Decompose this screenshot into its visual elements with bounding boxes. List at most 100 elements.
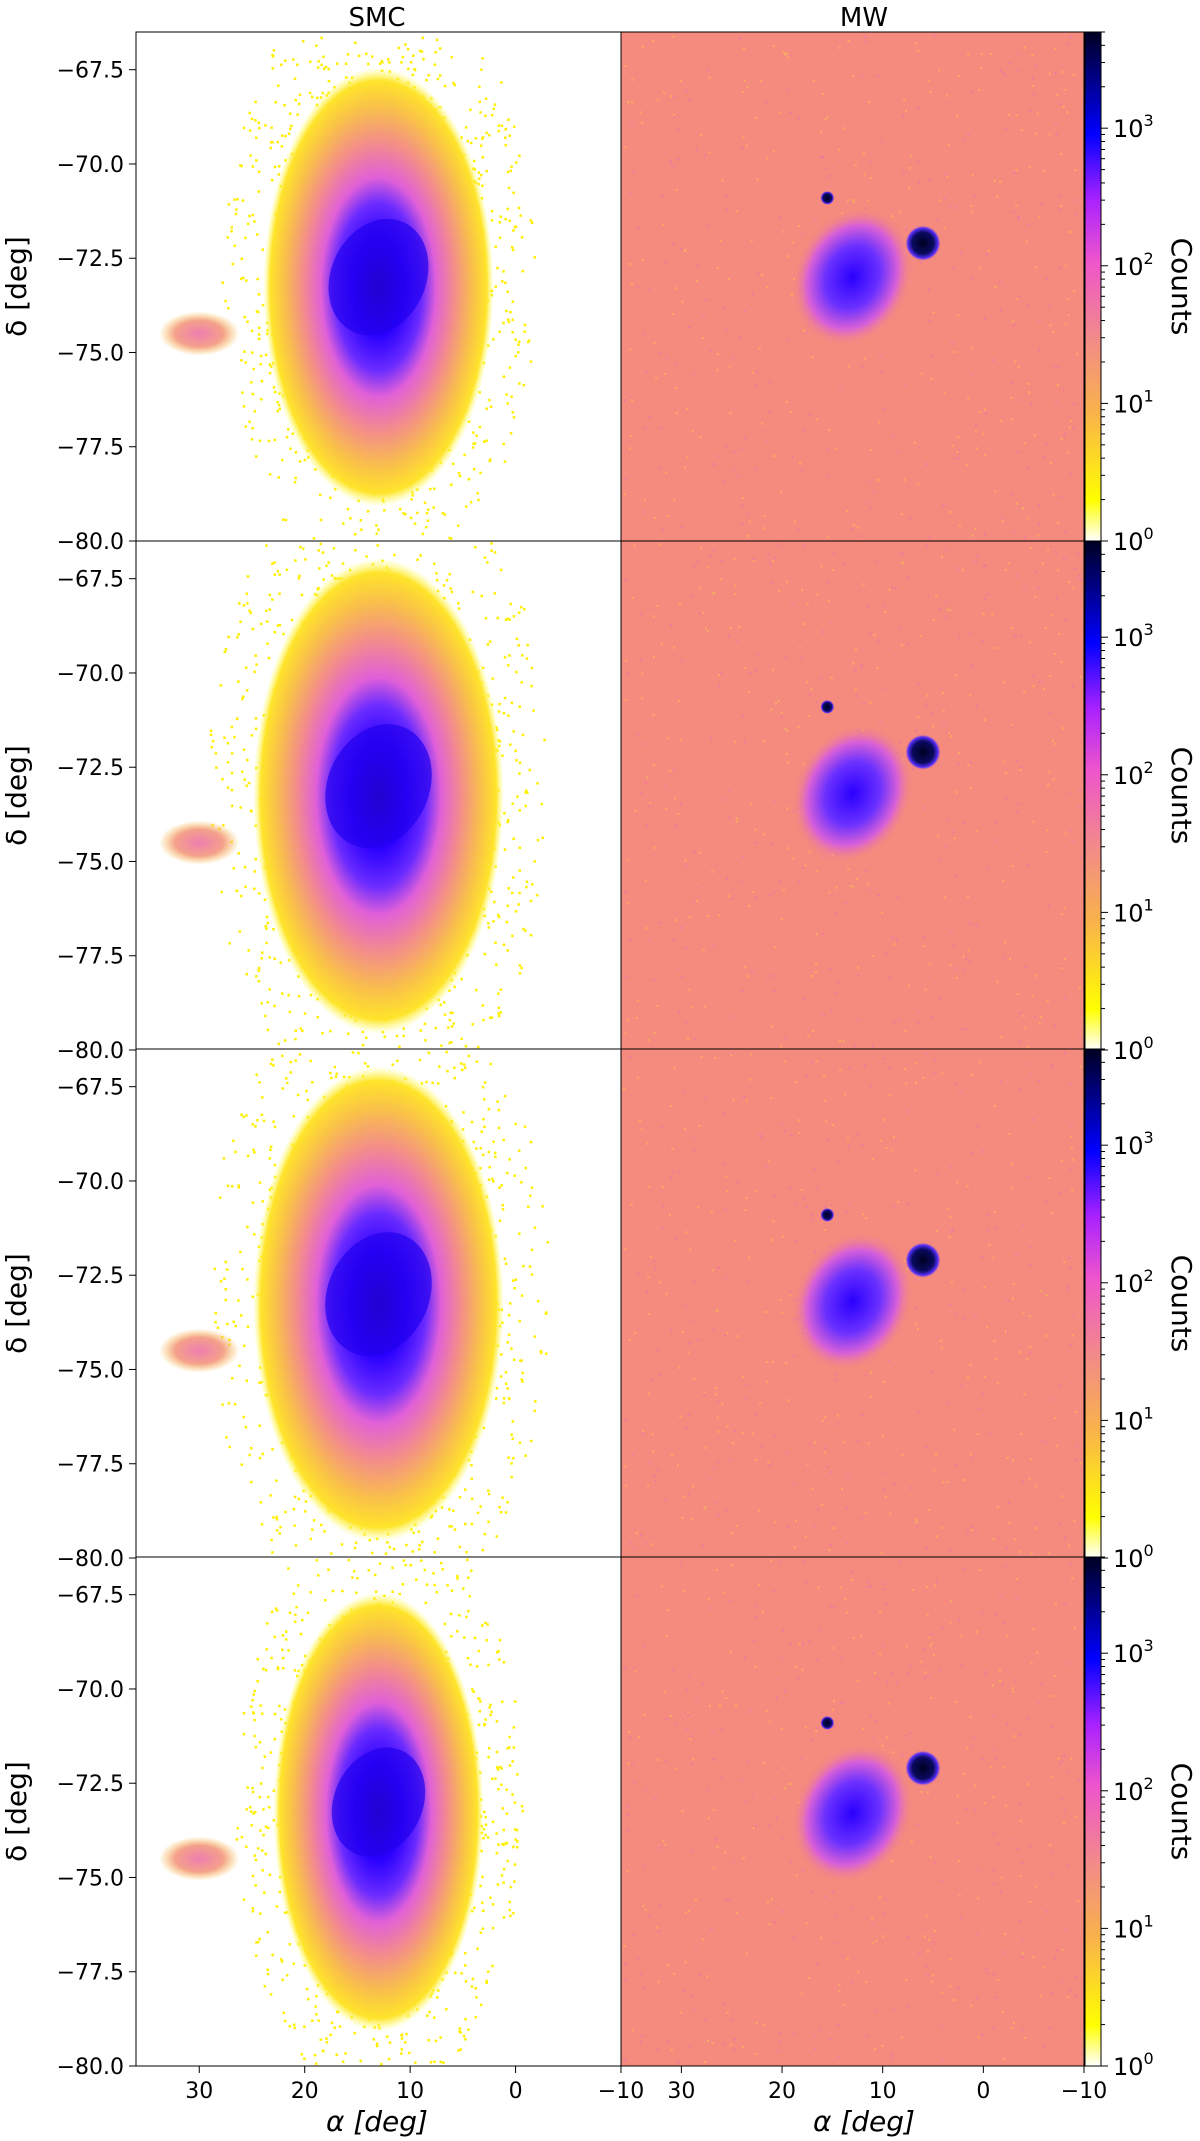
smc-sparse-point: [483, 1125, 486, 1129]
smc-sparse-point: [486, 1970, 490, 1973]
mw-speckle: [932, 311, 935, 314]
mw-speckle: [1073, 290, 1076, 293]
mw-speckle: [780, 1123, 783, 1126]
smc-sparse-point: [278, 1890, 282, 1894]
smc-sparse-point: [257, 969, 260, 973]
smc-sparse-point: [459, 1062, 463, 1065]
smc-sparse-point: [530, 221, 534, 224]
mw-speckle: [1020, 1820, 1023, 1823]
mw-speckle: [716, 369, 719, 372]
smc-sparse-point: [281, 458, 284, 462]
mw-speckle: [992, 1256, 995, 1259]
smc-sparse-point: [428, 2010, 431, 2014]
smc-sparse-point: [458, 1614, 461, 1617]
mw-speckle: [711, 1269, 714, 1272]
mw-speckle: [977, 555, 980, 558]
mw-speckle: [836, 1422, 839, 1426]
smc-sparse-point: [265, 609, 268, 613]
mw-speckle: [673, 95, 676, 98]
mw-speckle: [958, 524, 961, 527]
smc-sparse-point: [273, 1738, 276, 1741]
mw-speckle: [928, 319, 931, 322]
mw-speckle: [970, 205, 973, 208]
mw-speckle: [971, 534, 974, 537]
smc-sparse-point: [244, 361, 247, 364]
smc-sparse-point: [489, 1062, 492, 1066]
mw-speckle: [950, 735, 953, 738]
mw-speckle: [791, 1937, 794, 1940]
mw-speckle: [627, 101, 630, 104]
mw-speckle: [785, 1452, 788, 1455]
smc-sparse-point: [230, 804, 234, 808]
mw-speckle: [1069, 1344, 1072, 1347]
mw-speckle: [950, 931, 953, 934]
smc-sparse-point: [391, 1566, 394, 1570]
mw-speckle: [780, 715, 783, 718]
mw-speckle: [645, 927, 648, 930]
smc-sparse-point: [511, 1456, 515, 1460]
smc-sparse-point: [293, 1620, 297, 1623]
mw-speckle: [1021, 2028, 1024, 2031]
mw-speckle: [1065, 1662, 1068, 1665]
smc-sparse-point: [256, 277, 259, 281]
mw-speckle: [652, 1474, 656, 1477]
smc-sparse-point: [271, 1551, 274, 1554]
mw-speckle: [863, 357, 866, 360]
mw-speckle: [1076, 553, 1079, 556]
mw-speckle: [765, 157, 769, 160]
smc-sparse-point: [436, 77, 440, 81]
mw-speckle: [942, 1481, 945, 1484]
smc-sparse-point: [251, 627, 254, 631]
smc-sparse-point: [263, 898, 267, 901]
mw-speckle: [698, 851, 701, 854]
smc-sparse-point: [497, 1012, 500, 1015]
y-tick-label: −70.0: [57, 1170, 124, 1195]
mw-speckle: [919, 261, 923, 264]
mw-speckle: [624, 698, 627, 701]
smc-sparse-point: [265, 544, 268, 547]
smc-sparse-point: [502, 1828, 505, 1832]
mw-speckle: [777, 700, 780, 703]
smc-sparse-point: [244, 425, 247, 428]
smc-sparse-point: [309, 1059, 312, 1063]
mw-speckle: [986, 1228, 989, 1231]
smc-sparse-point: [247, 949, 250, 952]
mw-speckle: [815, 962, 818, 965]
mw-speckle: [701, 1938, 704, 1941]
mw-speckle: [1030, 1662, 1033, 1665]
smc-sparse-point: [317, 549, 320, 552]
mw-speckle: [1012, 1459, 1015, 1462]
mw-speckle: [1010, 1163, 1013, 1166]
smc-sparse-point: [502, 1661, 506, 1664]
mw-speckle: [1015, 114, 1018, 117]
mw-speckle: [955, 874, 958, 877]
smc-sparse-point: [533, 1226, 537, 1229]
y-tick-label: −75.0: [57, 850, 124, 875]
smc-sparse-point: [283, 1708, 287, 1711]
y-axis-label: δ [deg]: [0, 236, 33, 337]
mw-speckle: [1028, 391, 1031, 394]
smc-sparse-point: [449, 1011, 452, 1014]
mw-speckle: [659, 466, 663, 469]
mw-speckle: [823, 1075, 826, 1078]
mw-speckle: [831, 1708, 834, 1711]
smc-sparse-point: [511, 802, 514, 805]
smc-sparse-point: [258, 439, 262, 443]
mw-speckle: [943, 391, 946, 394]
smc-sparse-point: [457, 602, 460, 605]
mw-speckle: [822, 1230, 825, 1233]
mw-speckle: [930, 1633, 933, 1636]
smc-sparse-point: [513, 1174, 516, 1177]
mw-speckle: [814, 2047, 817, 2050]
mw-speckle: [642, 1644, 645, 1647]
smc-sparse-point: [388, 2041, 392, 2044]
mw-speckle: [820, 1937, 823, 1940]
smc-sparse-point: [505, 393, 508, 396]
smc-sparse-point: [402, 1034, 405, 1038]
smc-sparse-point: [221, 281, 224, 284]
mw-speckle: [905, 1082, 908, 1085]
smc-sparse-point: [322, 578, 325, 581]
mw-speckle: [658, 1281, 661, 1284]
mw-speckle: [682, 1990, 685, 1993]
mw-speckle: [687, 1674, 690, 1677]
